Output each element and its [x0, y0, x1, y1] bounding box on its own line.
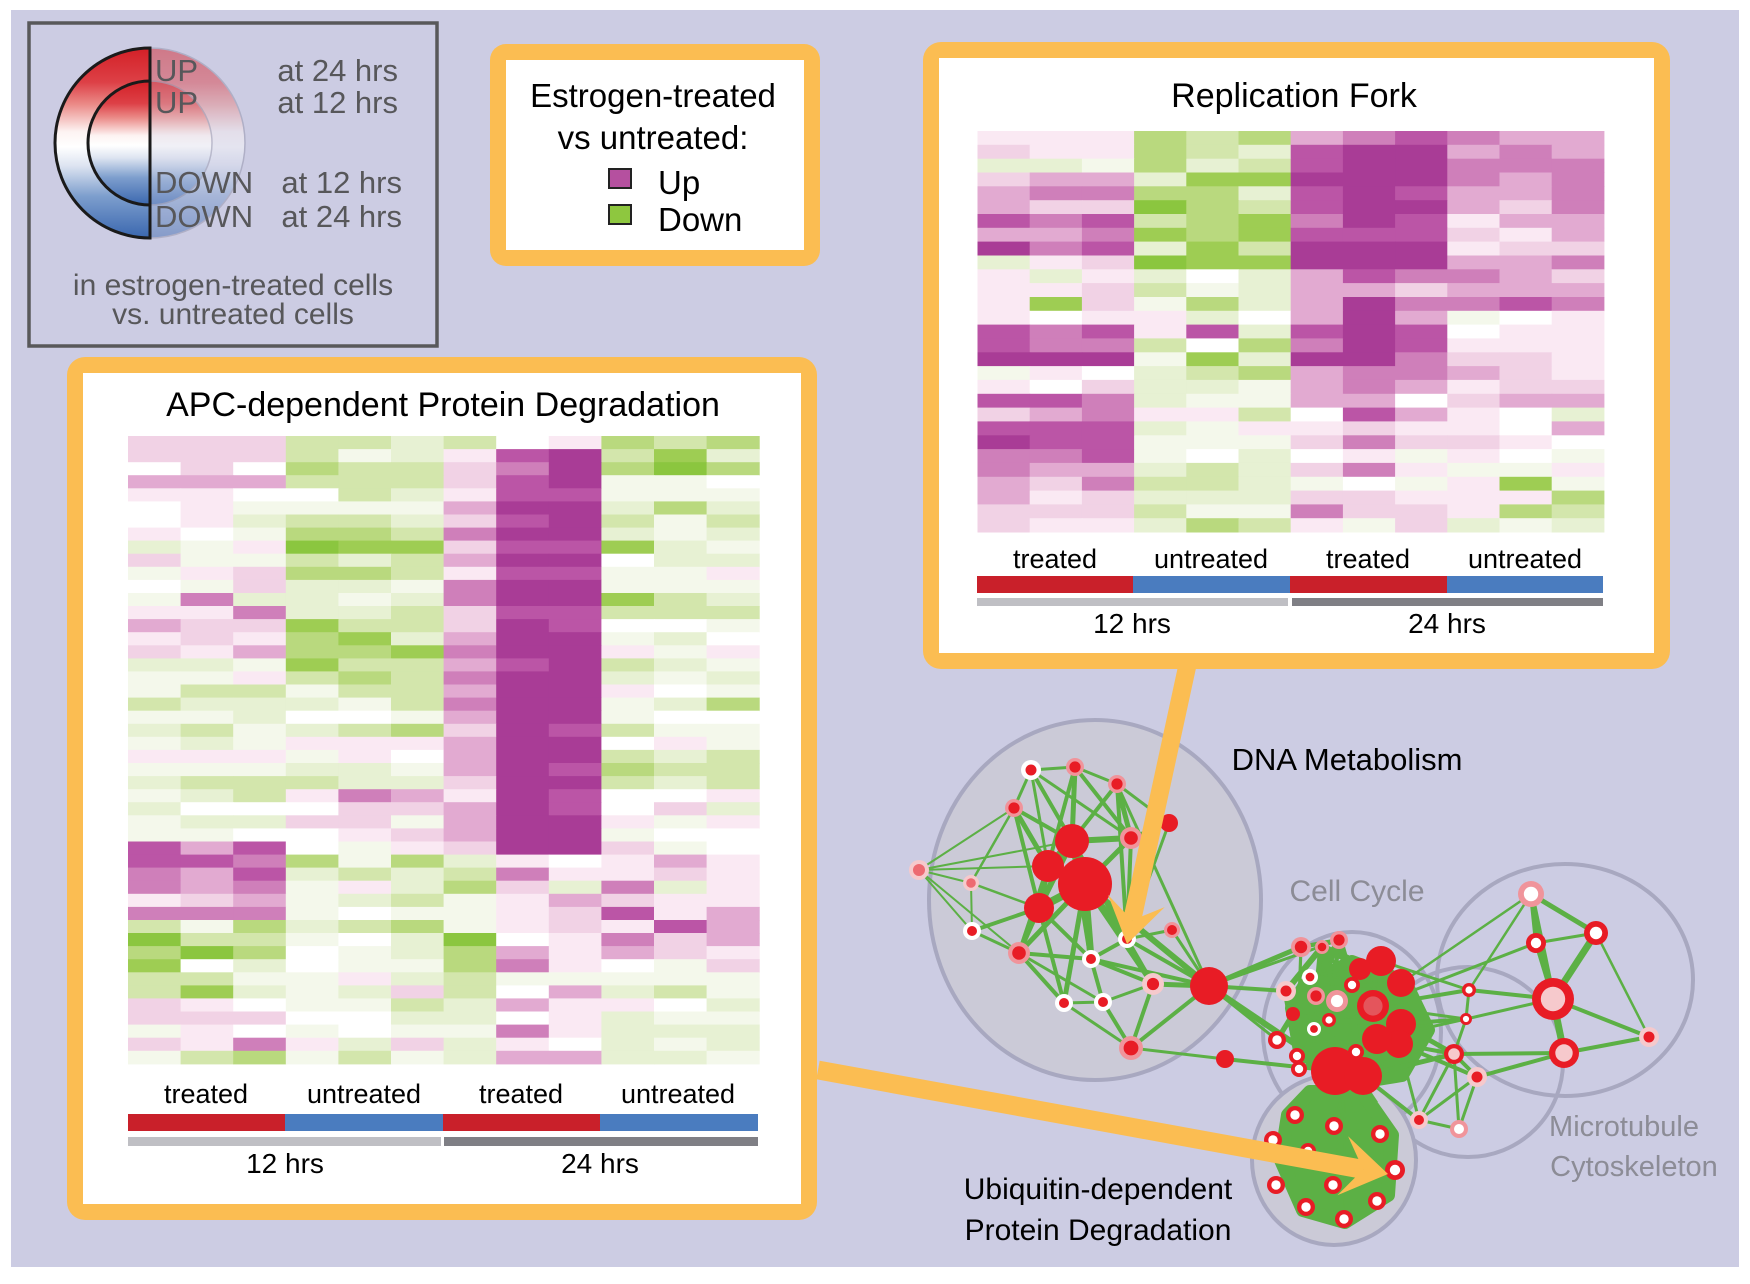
- svg-text:12 hrs: 12 hrs: [246, 1148, 324, 1179]
- svg-text:vs untreated:: vs untreated:: [558, 119, 749, 156]
- svg-text:Cell Cycle: Cell Cycle: [1289, 875, 1424, 908]
- svg-text:untreated: untreated: [307, 1079, 421, 1109]
- svg-text:UP: UP: [155, 85, 198, 120]
- svg-text:Up: Up: [658, 164, 700, 201]
- svg-text:APC-dependent Protein Degradat: APC-dependent Protein Degradation: [166, 386, 720, 424]
- svg-text:untreated: untreated: [1154, 544, 1268, 574]
- svg-text:Replication Fork: Replication Fork: [1171, 77, 1418, 115]
- svg-text:Estrogen-treated: Estrogen-treated: [530, 77, 776, 114]
- svg-text:untreated: untreated: [621, 1079, 735, 1109]
- svg-text:untreated: untreated: [1468, 544, 1582, 574]
- svg-text:treated: treated: [1013, 544, 1097, 574]
- svg-text:24 hrs: 24 hrs: [1408, 608, 1486, 639]
- svg-text:DOWN: DOWN: [155, 165, 253, 200]
- svg-text:treated: treated: [479, 1079, 563, 1109]
- svg-text:DNA Metabolism: DNA Metabolism: [1232, 742, 1463, 777]
- svg-text:UP: UP: [155, 53, 198, 88]
- svg-text:vs. untreated cells: vs. untreated cells: [112, 298, 354, 331]
- svg-text:Cytoskeleton: Cytoskeleton: [1550, 1151, 1718, 1183]
- svg-text:Ubiquitin-dependent: Ubiquitin-dependent: [964, 1173, 1233, 1206]
- svg-text:24 hrs: 24 hrs: [561, 1148, 639, 1179]
- svg-text:DOWN: DOWN: [155, 199, 253, 234]
- svg-text:treated: treated: [164, 1079, 248, 1109]
- svg-text:Protein Degradation: Protein Degradation: [965, 1214, 1232, 1247]
- svg-text:in estrogen-treated cells: in estrogen-treated cells: [73, 269, 393, 302]
- svg-text:treated: treated: [1326, 544, 1410, 574]
- svg-text:at 24 hrs: at 24 hrs: [281, 199, 402, 234]
- svg-text:12 hrs: 12 hrs: [1093, 608, 1171, 639]
- svg-text:Microtubule: Microtubule: [1549, 1111, 1699, 1143]
- svg-text:at 24 hrs: at 24 hrs: [277, 53, 398, 88]
- svg-text:at 12 hrs: at 12 hrs: [277, 85, 398, 120]
- svg-text:at 12 hrs: at 12 hrs: [281, 165, 402, 200]
- svg-text:Down: Down: [658, 201, 742, 238]
